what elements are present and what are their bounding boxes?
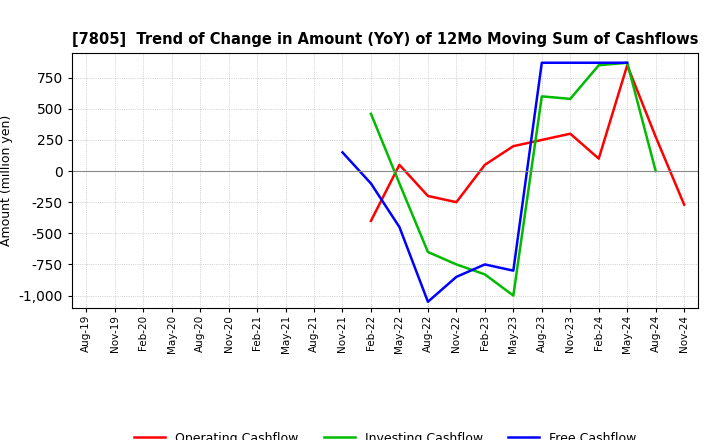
Free Cashflow [366, 181, 375, 186]
Operating Cashflow [595, 156, 603, 161]
Investing Cashflow [423, 249, 432, 255]
Free Cashflow [395, 224, 404, 230]
Investing Cashflow [623, 60, 631, 66]
Legend: Operating Cashflow, Investing Cashflow, Free Cashflow: Operating Cashflow, Investing Cashflow, … [129, 427, 642, 440]
Operating Cashflow [423, 193, 432, 198]
Operating Cashflow [680, 202, 688, 207]
Operating Cashflow [652, 134, 660, 139]
Investing Cashflow [652, 169, 660, 174]
Operating Cashflow [452, 200, 461, 205]
Free Cashflow [623, 60, 631, 66]
Line: Operating Cashflow: Operating Cashflow [371, 65, 684, 221]
Title: [7805]  Trend of Change in Amount (YoY) of 12Mo Moving Sum of Cashflows: [7805] Trend of Change in Amount (YoY) o… [72, 33, 698, 48]
Investing Cashflow [566, 96, 575, 102]
Investing Cashflow [595, 62, 603, 68]
Operating Cashflow [509, 143, 518, 149]
Line: Free Cashflow: Free Cashflow [343, 63, 627, 302]
Operating Cashflow [623, 62, 631, 68]
Operating Cashflow [566, 131, 575, 136]
Operating Cashflow [395, 162, 404, 168]
Investing Cashflow [452, 262, 461, 267]
Free Cashflow [423, 299, 432, 304]
Free Cashflow [452, 274, 461, 279]
Investing Cashflow [509, 293, 518, 298]
Investing Cashflow [480, 272, 489, 277]
Operating Cashflow [480, 162, 489, 168]
Investing Cashflow [366, 111, 375, 117]
Investing Cashflow [537, 94, 546, 99]
Y-axis label: Amount (million yen): Amount (million yen) [0, 115, 13, 246]
Line: Investing Cashflow: Investing Cashflow [371, 63, 656, 296]
Free Cashflow [480, 262, 489, 267]
Free Cashflow [595, 60, 603, 66]
Free Cashflow [509, 268, 518, 273]
Investing Cashflow [395, 181, 404, 186]
Free Cashflow [338, 150, 347, 155]
Operating Cashflow [537, 137, 546, 143]
Free Cashflow [537, 60, 546, 66]
Operating Cashflow [366, 218, 375, 224]
Free Cashflow [566, 60, 575, 66]
